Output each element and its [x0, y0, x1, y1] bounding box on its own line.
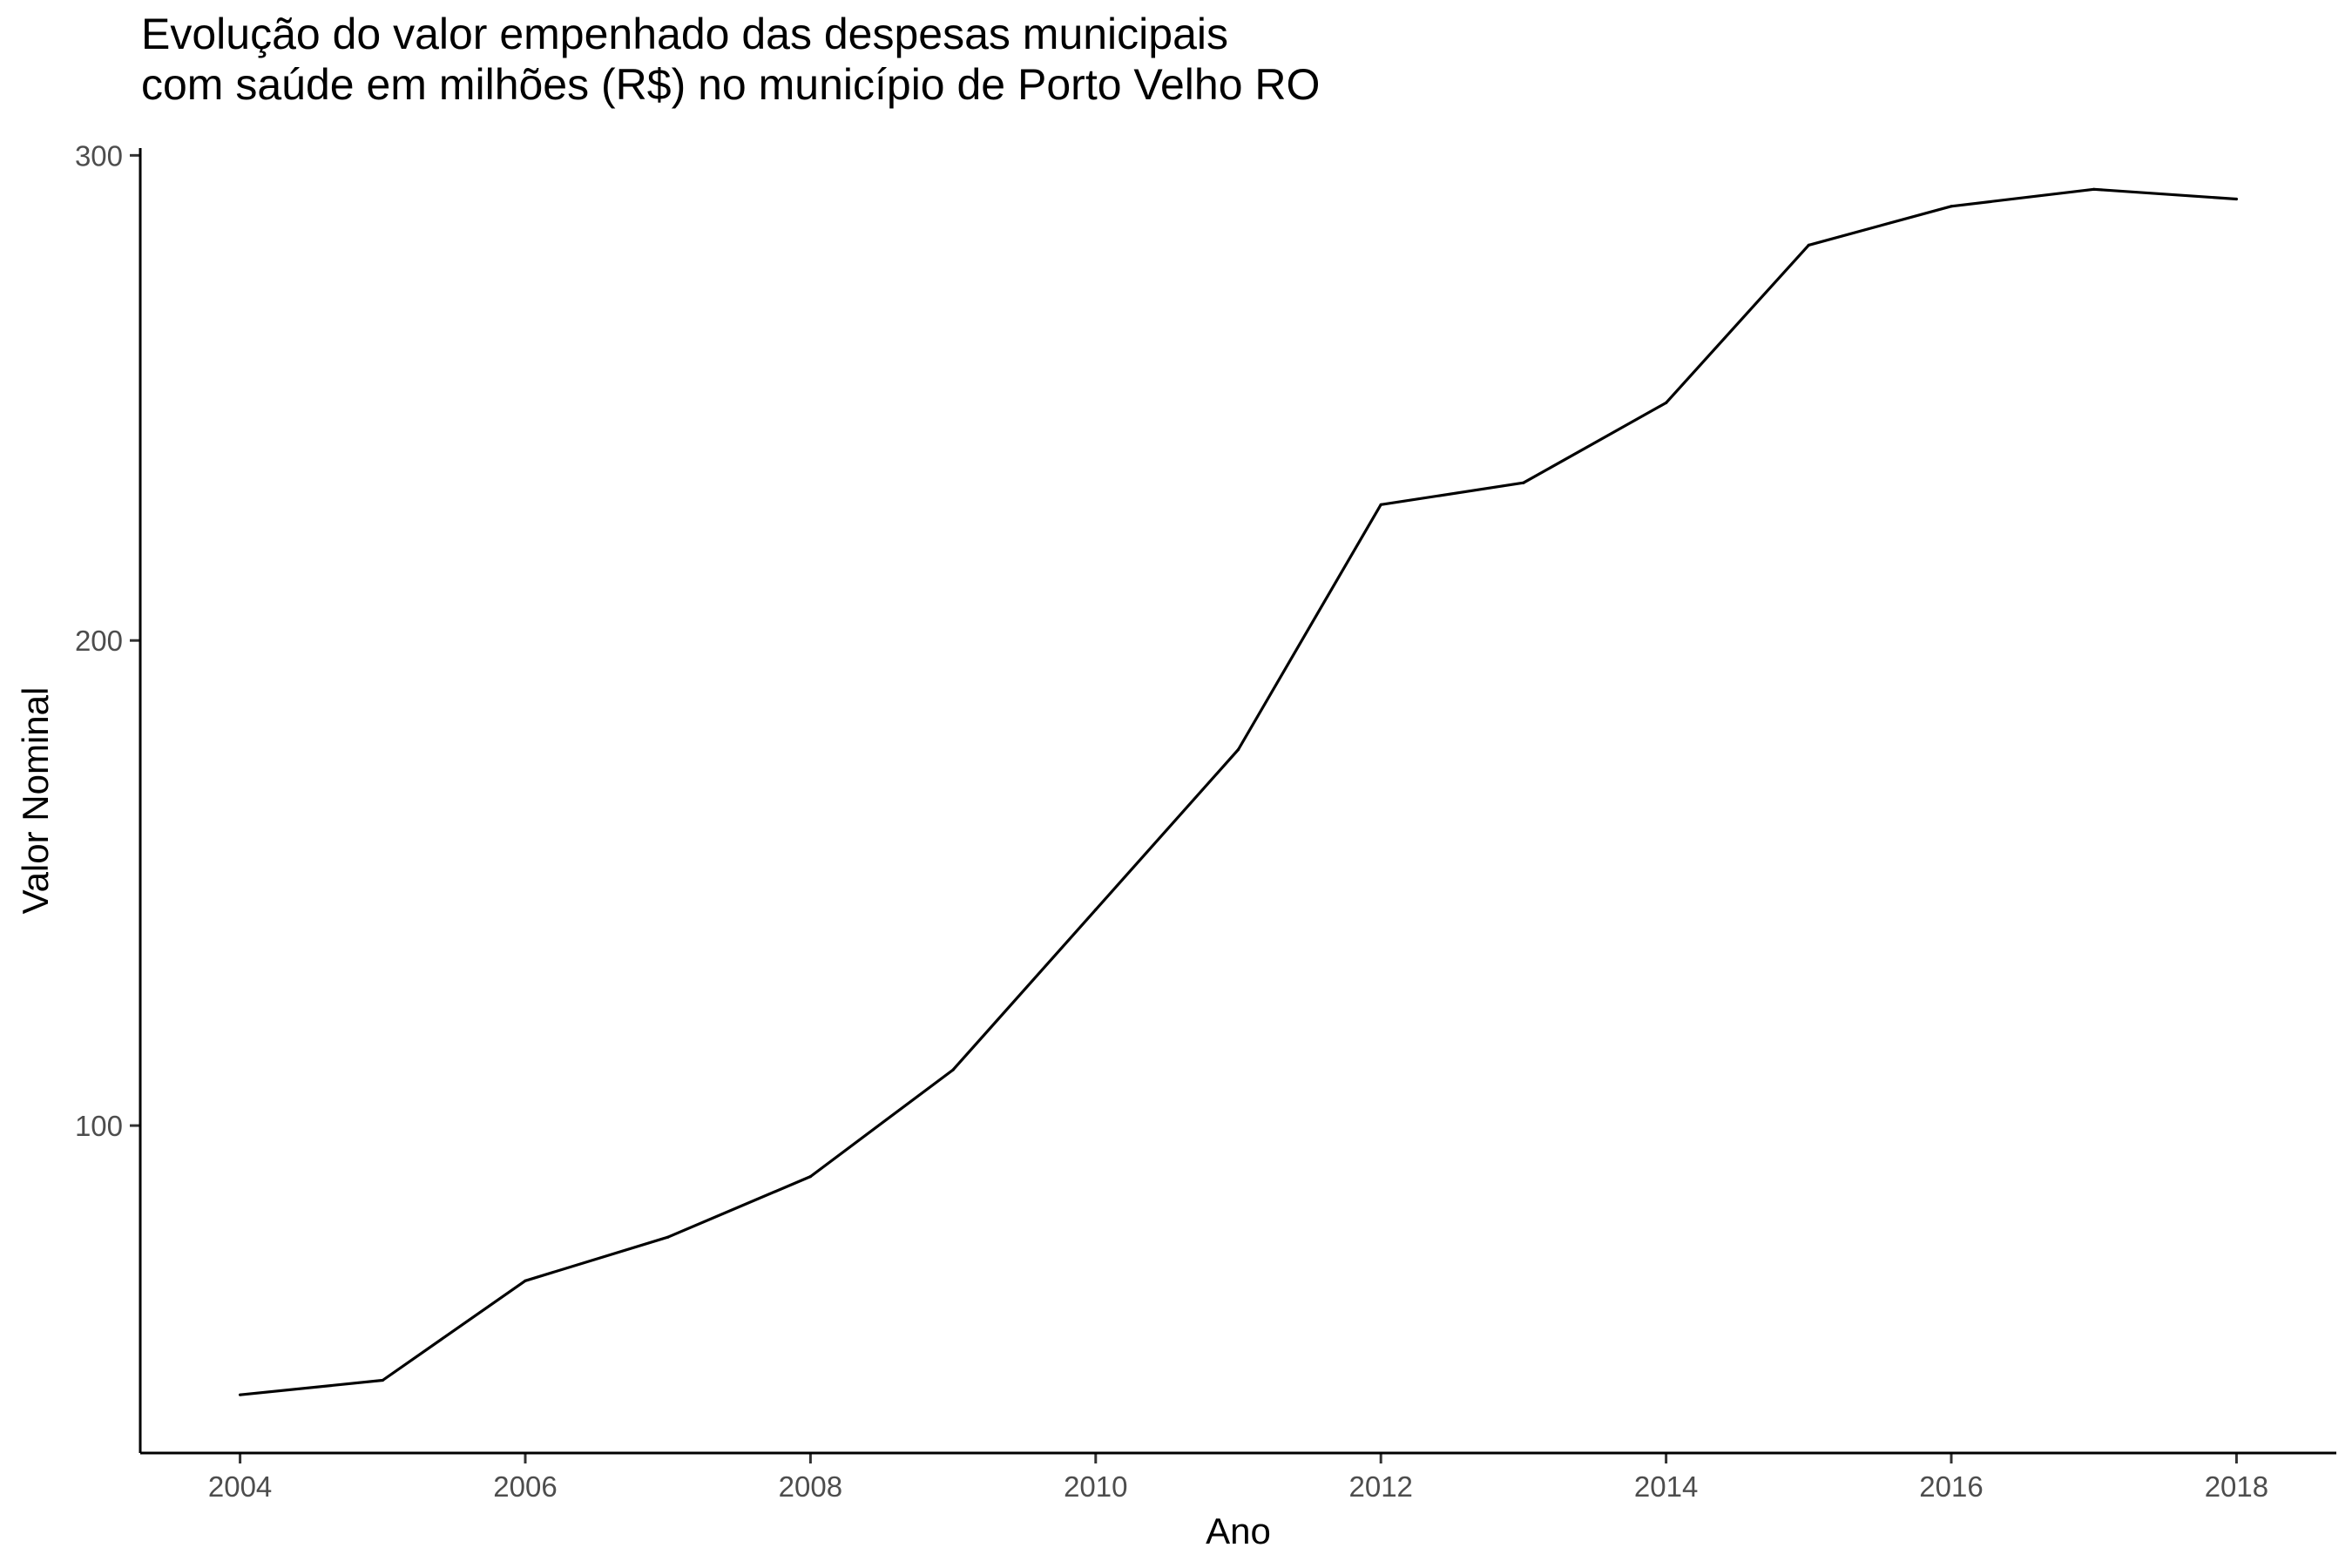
y-axis-ticks: 100 200 300 [75, 139, 140, 1142]
data-point-2006 [524, 1279, 527, 1282]
x-tick-label: 2006 [493, 1470, 557, 1503]
y-axis-title: Valor Nominal [15, 687, 56, 915]
data-points [238, 187, 2239, 1396]
y-tick-label: 300 [75, 139, 123, 172]
y-tick-label: 100 [75, 1110, 123, 1142]
chart-title-line-1: Evolução do valor empenhado das despesas… [141, 10, 1228, 58]
x-tick-label: 2004 [208, 1470, 272, 1503]
data-point-2016 [1950, 205, 1953, 208]
chart-title-line-2: com saúde em milhões (R$) no município d… [141, 60, 1321, 109]
data-point-2010 [1094, 908, 1098, 911]
data-point-2004 [238, 1393, 242, 1396]
x-axis-title: Ano [1206, 1511, 1271, 1551]
x-tick-label: 2018 [2205, 1470, 2268, 1503]
data-point-2009 [951, 1068, 955, 1071]
data-point-2018 [2234, 197, 2239, 201]
data-point-2014 [1665, 401, 1668, 404]
x-tick-label: 2016 [1919, 1470, 1983, 1503]
data-point-2005 [381, 1378, 384, 1382]
x-axis-ticks: 2004 2006 2008 2010 2012 2014 2016 2018 [208, 1453, 2268, 1503]
data-point-2008 [808, 1174, 812, 1179]
data-point-2015 [1807, 243, 1810, 247]
data-point-2007 [666, 1235, 670, 1239]
x-tick-label: 2014 [1634, 1470, 1698, 1503]
data-point-2017 [2092, 187, 2096, 191]
data-point-2012 [1379, 503, 1382, 506]
data-point-2011 [1236, 747, 1240, 752]
series-line [240, 187, 2237, 1396]
y-tick-label: 200 [75, 625, 123, 657]
chart-title: Evolução do valor empenhado das despesas… [141, 9, 1320, 110]
x-tick-label: 2012 [1348, 1470, 1412, 1503]
data-point-2013 [1522, 481, 1525, 484]
x-tick-label: 2010 [1064, 1470, 1127, 1503]
x-tick-label: 2008 [779, 1470, 842, 1503]
